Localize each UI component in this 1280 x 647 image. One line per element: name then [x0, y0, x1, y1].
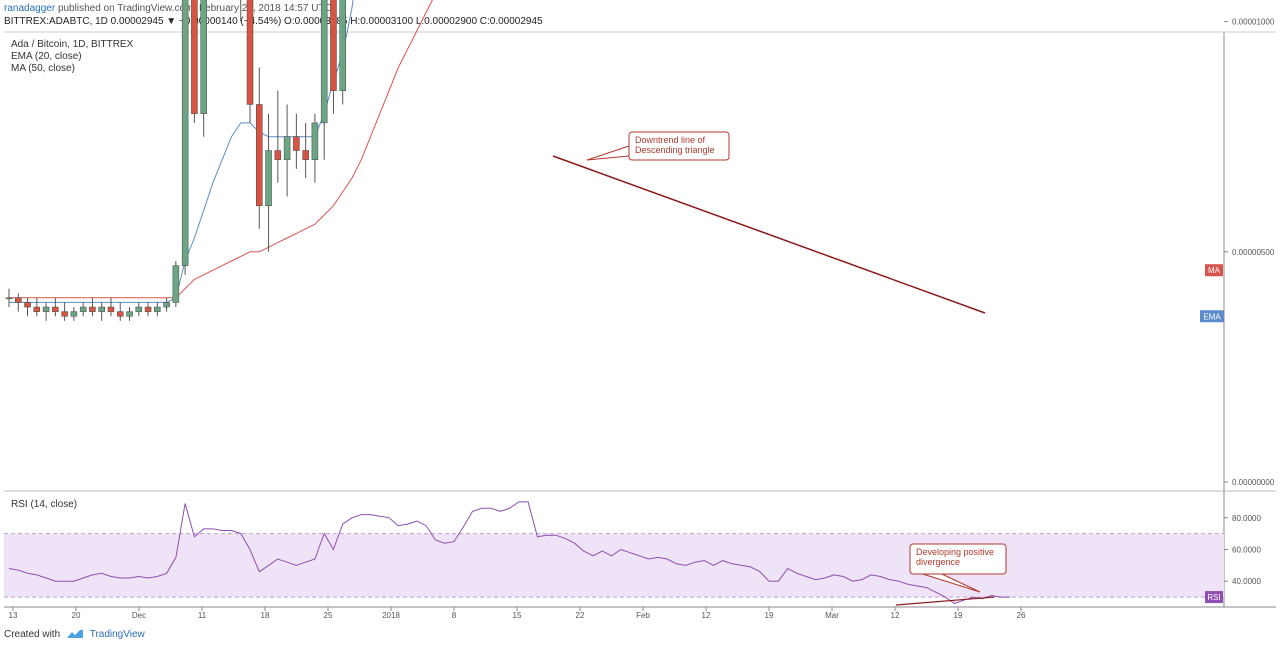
ema20-line [9, 0, 354, 303]
candle-body [302, 150, 309, 160]
candle-body [320, 0, 328, 124]
candle-body [70, 311, 78, 317]
candle-body [256, 104, 263, 206]
rsi-tick-label: 60.0000 [1232, 546, 1261, 555]
downtrend-annotation-box [628, 131, 730, 161]
rsi-tick-label: 40.0000 [1232, 577, 1261, 586]
time-tick-label: 20 [72, 611, 81, 620]
candle-body [181, 0, 189, 266]
rsi-band [4, 533, 1224, 598]
divergence-annotation-text: divergence [916, 557, 960, 567]
price-tick-label: 0.00000000 [1232, 478, 1275, 487]
time-tick-label: Mar [825, 611, 839, 620]
candle-body [42, 306, 50, 312]
candle-body [265, 150, 272, 206]
divergence-annotation-text: Developing positive [916, 547, 994, 557]
time-tick-label: 8 [452, 611, 457, 620]
candle-body [200, 0, 207, 114]
series-title: Ada / Bitcoin, 1D, BITTREX [11, 39, 134, 50]
candle-body [246, 0, 254, 105]
candle-body [89, 306, 96, 312]
candle-body [135, 306, 143, 312]
divergence-line [895, 596, 995, 606]
time-tick-label: 26 [1017, 611, 1026, 620]
downtrend-annotation-text: Descending triangle [635, 145, 715, 155]
candle-body [154, 306, 161, 312]
ticker-ohlc-line: BITTREX:ADABTC, 1D 0.00002945 ▼ −0.00000… [4, 16, 543, 27]
candle-body [330, 0, 337, 91]
time-tick-label: 25 [324, 611, 333, 620]
created-with-text: Created with [4, 629, 61, 640]
price-badge [1205, 591, 1223, 604]
tradingview-brand[interactable]: TradingView [89, 629, 145, 640]
price-badge-label: RSI [1207, 593, 1220, 602]
candle-body [339, 0, 346, 91]
candle-body [163, 302, 170, 308]
downtrend-line [552, 155, 986, 314]
candle-body [5, 297, 13, 300]
time-tick-label: 13 [9, 611, 18, 620]
ema-legend: EMA (20, close) [11, 51, 82, 62]
candle-body [293, 136, 300, 151]
candle-body [116, 311, 124, 317]
candle-body [15, 297, 22, 303]
time-tick-label: 22 [576, 611, 585, 620]
time-tick-label: Feb [636, 611, 650, 620]
ma50-line [9, 0, 433, 299]
candle-body [311, 122, 319, 160]
time-tick-label: Dec [132, 611, 146, 620]
time-tick-label: 18 [261, 611, 270, 620]
time-tick-label: 12 [891, 611, 900, 620]
price-badge [1200, 310, 1224, 323]
ma-legend: MA (50, close) [11, 63, 75, 74]
candle-body [79, 306, 87, 312]
candle-body [172, 265, 180, 303]
rsi-legend: RSI (14, close) [11, 499, 78, 510]
price-tick-label: 0.00001000 [1232, 18, 1275, 27]
time-tick-label: 19 [954, 611, 963, 620]
candle-body [24, 302, 31, 308]
price-badge-label: MA [1208, 266, 1221, 275]
divergence-annotation-box [909, 543, 1007, 575]
price-tick-label: 0.00000500 [1232, 248, 1275, 257]
candle-body [191, 0, 198, 114]
time-tick-label: 19 [765, 611, 774, 620]
candle-body [144, 306, 152, 312]
downtrend-annotation-text: Downtrend line of [635, 135, 706, 145]
tradingview-logo-icon [66, 630, 83, 639]
time-tick-label: 12 [702, 611, 711, 620]
time-tick-label: 11 [198, 611, 207, 620]
price-badge [1205, 264, 1223, 277]
candle-body [126, 311, 133, 317]
candle-body [33, 306, 41, 312]
candle-body [274, 150, 282, 160]
candle-body [107, 306, 115, 312]
downtrend-annotation-pointer [586, 145, 630, 161]
candle-body [283, 136, 291, 160]
candle-body [61, 311, 68, 317]
rsi-line [8, 501, 1011, 604]
price-badge-label: EMA [1203, 312, 1221, 321]
candle-body [52, 306, 59, 312]
time-tick-label: 2018 [382, 611, 400, 620]
footer: Created with TradingView [4, 629, 145, 640]
candle-body [98, 306, 105, 312]
author-username[interactable]: ranadagger [4, 3, 56, 14]
rsi-tick-label: 80.0000 [1232, 514, 1261, 523]
time-tick-label: 15 [513, 611, 522, 620]
